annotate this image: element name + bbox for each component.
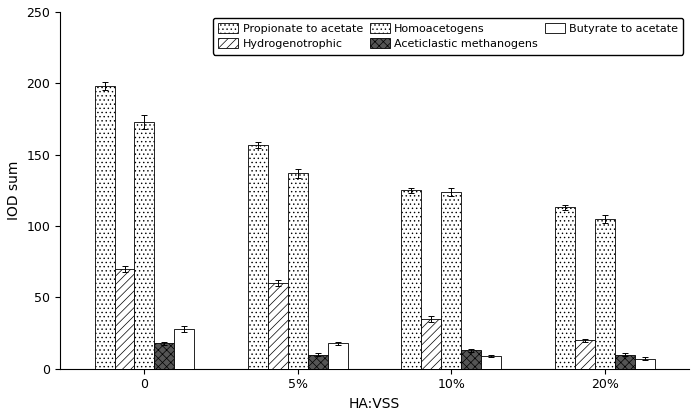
Bar (328, 343, 348, 369)
Y-axis label: IOD sum: IOD sum (7, 161, 21, 220)
Bar (594, 219, 615, 369)
Bar (555, 207, 575, 369)
Bar (481, 356, 501, 369)
Legend: Propionate to acetate, Hydrogenotrophic, Homoacetogens, Aceticlastic methanogens: Propionate to acetate, Hydrogenotrophic,… (213, 18, 683, 55)
Bar (95, 86, 115, 369)
Bar (308, 354, 328, 369)
Bar (575, 340, 594, 369)
X-axis label: HA:VSS: HA:VSS (349, 397, 400, 411)
Bar (268, 283, 288, 369)
Bar (248, 145, 268, 369)
Bar (288, 173, 308, 369)
Bar (421, 319, 441, 369)
Bar (175, 329, 194, 369)
Bar (461, 350, 481, 369)
Bar (615, 354, 635, 369)
Bar (134, 122, 155, 369)
Bar (635, 359, 654, 369)
Bar (155, 343, 175, 369)
Bar (115, 269, 134, 369)
Bar (402, 190, 421, 369)
Bar (441, 192, 461, 369)
